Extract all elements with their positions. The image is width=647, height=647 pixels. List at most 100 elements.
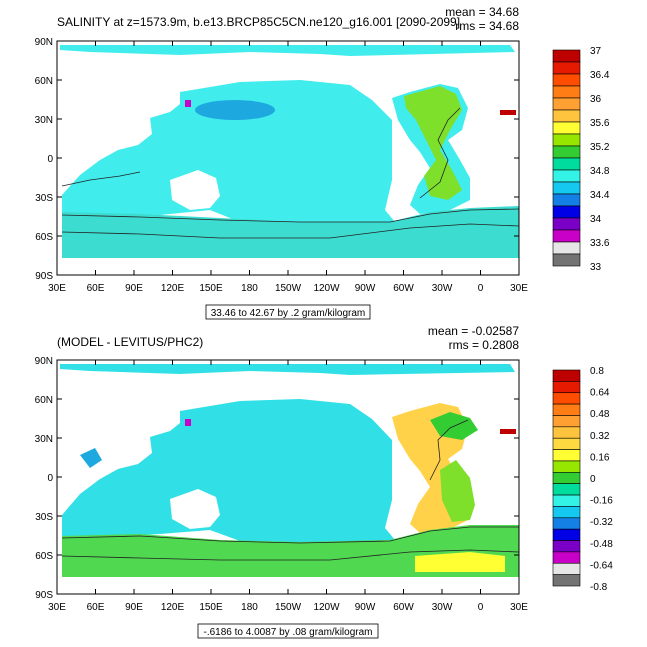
bottom-colorbar-swatch (552, 483, 581, 496)
top-colorbar-label: 34 (590, 214, 602, 225)
bottom-map-field (57, 360, 520, 594)
top-lat-label: 60S (35, 232, 53, 243)
bottom-rms: rms = 0.2808 (449, 338, 520, 352)
bottom-lat-label: 60N (35, 395, 53, 406)
top-colorbar-label: 36 (590, 94, 602, 105)
bottom-marginal-sea (185, 419, 191, 426)
bottom-lon-label: 30W (432, 602, 453, 613)
top-colorbar-swatch (552, 49, 581, 63)
top-lon-label: 60E (87, 283, 105, 294)
bottom-lat-label: 90S (35, 590, 53, 601)
bottom-colorbar-swatch (552, 540, 581, 553)
bottom-arctic-ocean (60, 364, 515, 375)
bottom-colorbar-swatch (552, 494, 581, 507)
top-colorbar-swatch (552, 241, 581, 255)
bottom-colorbar-label: -0.8 (590, 582, 608, 593)
bottom-colorbar-swatch (552, 517, 581, 530)
top-atlantic-high-salinity (404, 86, 462, 200)
bottom-contour-3 (429, 419, 469, 481)
bottom-lon-label: 120W (313, 602, 340, 613)
bottom-lat-label: 90N (35, 356, 53, 367)
top-colorbar-swatch (552, 169, 581, 183)
bottom-colorbar-swatch (552, 574, 581, 587)
top-colorbar-swatch (552, 109, 581, 123)
bottom-arabian-sea (80, 448, 102, 468)
bottom-colorbar-swatch (552, 562, 581, 575)
bottom-lon-label: 0 (478, 602, 484, 613)
bottom-lat-label: 30N (35, 434, 53, 445)
top-lat-axis: 90N 60N 30N 0 30S 60S 90S (35, 37, 519, 282)
top-colorbar-label: 35.6 (590, 118, 610, 129)
top-colorbar-swatch (552, 181, 581, 195)
top-australia (170, 170, 220, 210)
bottom-contour-2 (61, 549, 520, 561)
bottom-colorbar-swatch (552, 528, 581, 541)
bottom-colorbar-swatch (552, 426, 581, 439)
top-map-field (57, 41, 520, 275)
top-contour-1 (61, 171, 141, 187)
bottom-colorbar-swatch (552, 392, 581, 405)
top-lon-label: 60W (393, 283, 414, 294)
top-lon-label: 150E (199, 283, 223, 294)
bottom-colorbar-swatch (552, 415, 581, 428)
top-title: SALINITY at z=1573.9m, b.e13.BRCP85C5CN.… (57, 15, 460, 29)
bottom-lon-label: 30E (510, 602, 528, 613)
bottom-range-note: -.6186 to 4.0087 by .08 gram/kilogram (204, 627, 373, 638)
bottom-title: (MODEL - LEVITUS/PHC2) (57, 335, 203, 349)
top-colorbar-swatch (552, 73, 581, 87)
bottom-south-atlantic (440, 460, 475, 522)
bottom-lon-label: 90W (355, 602, 376, 613)
bottom-colorbar-label: -0.16 (590, 496, 613, 507)
top-colorbar-swatch (552, 253, 581, 267)
top-lon-label: 90W (355, 283, 376, 294)
bottom-pacific-indian-ocean (62, 399, 395, 545)
top-colorbar-label: 33.6 (590, 238, 610, 249)
top-lon-label: 90E (125, 283, 143, 294)
bottom-range-box (197, 623, 379, 639)
bottom-australia (170, 489, 220, 529)
top-contour-4 (419, 107, 461, 199)
top-colorbar-swatch (552, 61, 581, 75)
top-marginal-sea (185, 100, 191, 107)
bottom-lon-label: 150E (199, 602, 223, 613)
top-colorbar-label: 35.2 (590, 142, 610, 153)
top-colorbar-label: 37 (590, 46, 602, 57)
bottom-colorbar-swatch (552, 369, 581, 382)
bottom-lat-axis: 90N 60N 30N 0 30S 60S 90S (35, 356, 519, 601)
top-mean: mean = 34.68 (445, 5, 519, 19)
top-pacific-indian-ocean (62, 80, 395, 225)
top-colorbar-swatch (552, 145, 581, 159)
panel-bottom-map: (MODEL - LEVITUS/PHC2) mean = -0.02587 r… (35, 324, 613, 639)
top-lat-label: 30S (35, 193, 53, 204)
top-colorbar-swatch (552, 133, 581, 147)
top-colorbar-swatch (552, 121, 581, 135)
bottom-lon-label: 60E (87, 602, 105, 613)
top-lon-label: 180 (241, 283, 258, 294)
top-range-box (205, 304, 371, 320)
top-colorbar-label: 33 (590, 262, 602, 273)
top-colorbar-swatch (552, 229, 581, 243)
top-lat-label: 30N (35, 115, 53, 126)
top-lat-label: 0 (47, 154, 53, 165)
top-lat-label: 60N (35, 76, 53, 87)
bottom-colorbar-label: 0.64 (590, 388, 610, 399)
top-colorbar: 37 36.4 36 35.6 35.2 34.8 34.4 34 33.6 33 (552, 46, 610, 273)
top-rms: rms = 34.68 (455, 19, 519, 33)
top-lon-label: 30W (432, 283, 453, 294)
bottom-colorbar-swatch (552, 472, 581, 484)
top-lon-label: 120E (161, 283, 185, 294)
bottom-colorbar-swatch (552, 449, 581, 462)
bottom-colorbar-label: -0.32 (590, 517, 613, 528)
top-colorbar-swatch (552, 193, 581, 207)
bottom-lon-label: 150W (275, 602, 302, 613)
bottom-lon-label: 30E (48, 602, 66, 613)
top-north-pacific-fresh (195, 100, 275, 120)
bottom-mediterranean-outflow (500, 429, 516, 434)
top-lon-label: 30E (510, 283, 528, 294)
bottom-lon-label: 60W (393, 602, 414, 613)
bottom-contour-1 (61, 526, 519, 544)
bottom-lon-label: 180 (241, 602, 258, 613)
bottom-weddell-positive (415, 552, 505, 572)
bottom-colorbar-swatch (552, 403, 581, 416)
